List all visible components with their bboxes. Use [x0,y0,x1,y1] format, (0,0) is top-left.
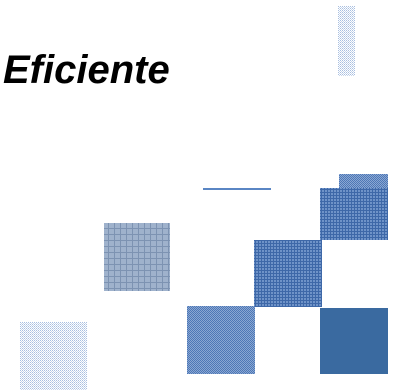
square-top-right-front [320,188,388,240]
square-bottom-right-solid [320,308,388,374]
square-bottom-left [20,322,87,390]
square-mid-left [104,223,170,291]
horizontal-line-shape [203,188,271,190]
vertical-strip-shape [338,6,355,76]
square-bottom-center [187,306,255,374]
square-mid-right [254,240,322,307]
slide-title: Eficiente [3,48,170,92]
